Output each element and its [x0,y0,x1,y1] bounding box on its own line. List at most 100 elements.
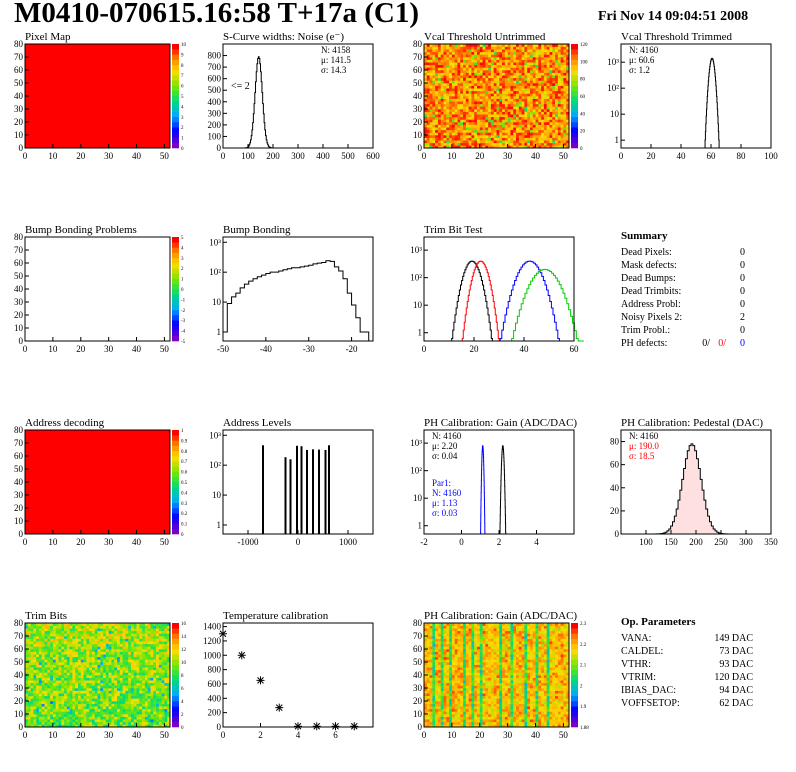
heatmap-cell [133,675,137,678]
heatmap-cell [474,716,478,720]
heatmap-cell [69,643,73,647]
heatmap-cell [538,57,542,60]
heatmap-cell [499,75,503,79]
heatmap-cell [510,719,514,723]
heatmap-cell [566,67,570,71]
heatmap-cell [460,98,464,102]
heatmap-cell [493,93,497,97]
heatmap-cell [69,721,73,725]
heatmap-cell [440,116,444,120]
heatmap-cell [50,630,54,634]
heatmap-cell [80,654,84,658]
heatmap-cell [435,119,439,123]
heatmap-cell [463,111,467,115]
heatmap-cell [41,721,45,725]
heatmap-cell [52,682,56,686]
heatmap-cell [50,680,54,684]
heatmap-cell [80,724,84,728]
heatmap-cell [27,677,31,681]
heatmap-cell [507,124,511,128]
heatmap-cell [41,669,45,673]
heatmap-cell [518,116,522,120]
heatmap-cell [485,106,489,110]
heatmap-cell [69,688,73,691]
heatmap-cell [499,88,503,92]
heatmap-cell [493,44,497,47]
heatmap-cell [153,638,157,642]
heatmap-cell [38,688,43,691]
heatmap-cell [150,680,154,684]
heatmap-cell [463,145,467,149]
heatmap-cell [41,633,45,637]
heatmap-cell [136,633,140,637]
heatmap-cell [119,667,123,671]
heatmap-cell [72,719,76,723]
table-row-label: Dead Pixels: [621,247,672,258]
heatmap-cell [451,111,455,115]
heatmap-cell [41,662,45,665]
heatmap-cell [86,651,90,655]
heatmap-cell [504,721,508,725]
heatmap-cell [479,109,483,112]
heatmap-cell [446,116,450,120]
heatmap-cell [493,80,497,84]
heatmap-cell [555,83,559,86]
heatmap-cell [156,636,160,639]
heatmap-cell [103,649,107,652]
heatmap-cell [30,714,34,717]
heatmap-cell [557,67,561,71]
heatmap-cell [476,106,481,110]
heatmap-cell [566,724,570,728]
heatmap-cell [555,119,559,123]
heatmap-cell [440,719,444,723]
heatmap-cell [64,664,68,668]
heatmap-cell [69,719,73,723]
heatmap-cell [474,72,478,76]
heatmap-cell [454,137,458,141]
heatmap-cell [147,636,151,639]
heatmap-cell [50,643,54,647]
heatmap-cell [142,646,146,650]
heatmap-cell [493,106,497,110]
heatmap-cell [156,724,160,728]
heatmap-cell [50,672,54,676]
heatmap-cell [527,72,531,76]
heatmap-cell [507,127,511,131]
heatmap-cell [156,638,160,642]
heatmap-cell [144,669,148,673]
palette-tick-label: 0 [181,288,184,293]
heatmap-cell [130,623,135,626]
heatmap-cell [443,124,447,128]
heatmap-cell [493,119,497,123]
palette-tick-label: 2 [181,126,184,131]
heatmap-cell [546,101,550,105]
heatmap-cell [86,667,90,671]
heatmap-cell [435,142,439,146]
heatmap-cell [83,675,87,678]
heatmap-cell [552,101,556,105]
heatmap-cell [83,654,87,658]
heatmap-cell [499,145,503,149]
heatmap-cell [493,111,497,115]
heatmap-cell [482,51,486,55]
heatmap-cell [142,636,146,639]
y-tick-label: 0 [19,336,24,346]
y-tick-label: 10 [610,109,620,119]
heatmap-cell [482,75,486,79]
heatmap-cell [55,656,59,660]
heatmap-cell [437,145,442,149]
heatmap-cell [449,714,453,717]
heatmap-cell [144,719,148,723]
heatmap-cell [30,711,34,715]
heatmap-cell [482,59,486,63]
x-tick-label: 1000 [339,537,358,547]
heatmap-cell [524,719,528,723]
heatmap-cell [440,124,444,128]
heatmap-cell [499,724,503,728]
heatmap-cell [460,122,464,125]
heatmap-cell [164,706,168,710]
heatmap-cell [66,698,70,702]
heatmap-cell [91,680,96,684]
heatmap-cell [119,719,123,723]
heatmap-cell [122,662,126,665]
